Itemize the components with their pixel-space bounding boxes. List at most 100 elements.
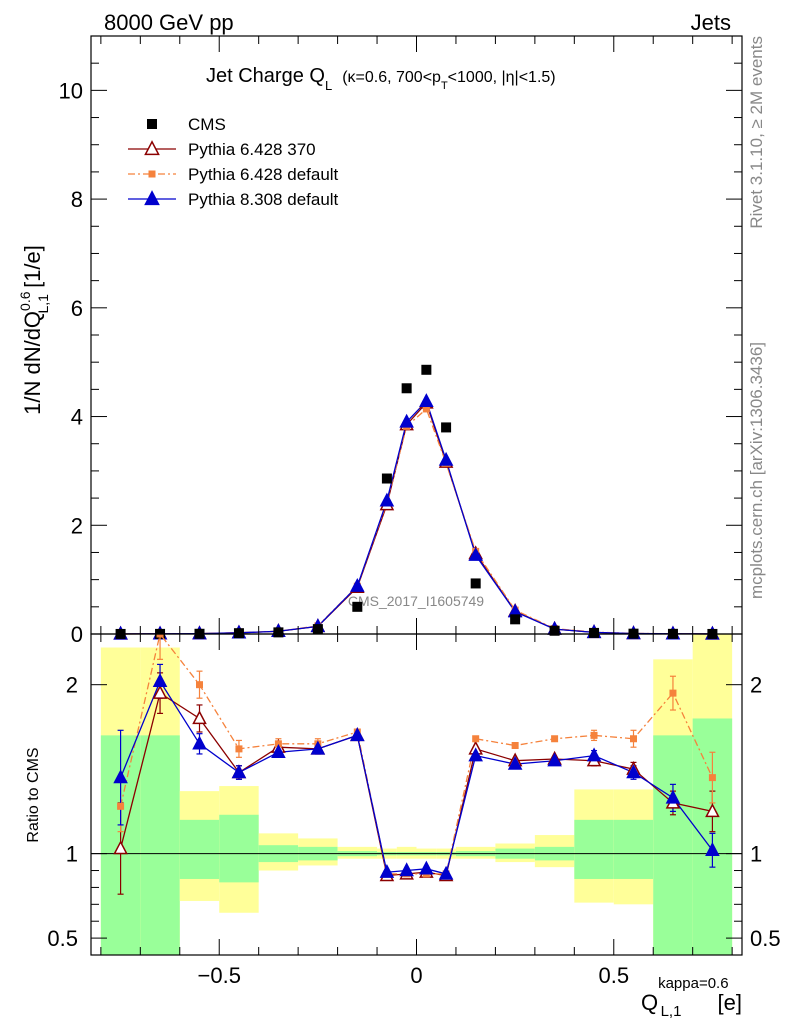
main-series-point: [350, 577, 365, 592]
ratio-series-point: [708, 774, 716, 782]
ratio-series-point: [152, 673, 168, 688]
analysis-watermark: CMS_2017_I1605749: [348, 593, 484, 609]
chart-title: Jet Charge QL (κ=0.6, 700<pT<1000, |η|<1.…: [206, 65, 556, 93]
legend-label: Pythia 6.428 default: [188, 165, 339, 184]
header-right: Jets: [691, 10, 731, 35]
cms-data-point: [549, 625, 560, 636]
cms-data-point: [421, 364, 432, 375]
ratio-series-point: [113, 840, 128, 855]
cms-data-point: [401, 383, 412, 394]
ratio-series-point: [630, 735, 637, 743]
x-tick-label: 0: [410, 963, 422, 988]
main-series-line: [120, 400, 713, 635]
ratio-series-point: [472, 735, 480, 743]
y-tick-label: 6: [71, 296, 83, 321]
main-series-point: [422, 405, 430, 413]
ratio-series-point: [152, 684, 168, 699]
ratio-series-point: [586, 747, 602, 762]
ratio-series-point: [590, 731, 598, 739]
ratio-series-point: [379, 863, 395, 878]
ratio-band-inner: [219, 814, 259, 883]
header-left: 8000 GeV pp: [104, 10, 234, 35]
ratio-y-tick-label: 1: [66, 842, 78, 867]
legend-marker: [144, 190, 160, 206]
ratio-series-line: [119, 692, 713, 877]
x-tick-label: 0.5: [598, 963, 629, 988]
y-axis-title: 1/N dN/dQ0.6 L,1 [1/e]: [17, 245, 51, 415]
axes: −0.5 0 0.5 0 2 4 6 8 10 0.5 0.5 1 1 2 2: [47, 35, 781, 988]
y-tick-label: 2: [71, 513, 83, 538]
ratio-band-inner: [613, 819, 654, 879]
ratio-y-tick-label-right: 0.5: [750, 926, 781, 951]
ratio-panel-marks: [91, 634, 742, 895]
ratio-uncertainty-bands: [100, 634, 733, 955]
cms-data-point: [470, 578, 481, 589]
ratio-series-point: [117, 802, 125, 810]
ratio-series-point: [547, 752, 562, 767]
ratio-series-point: [231, 764, 247, 779]
ratio-series-point: [310, 740, 326, 755]
ratio-series-point: [419, 860, 434, 875]
legend-label: Pythia 6.428 370: [188, 140, 316, 159]
cms-data-point: [589, 627, 600, 638]
ratio-series-point: [156, 634, 164, 638]
ratio-series-point: [235, 745, 243, 753]
mcplots-label: mcplots.cern.ch [arXiv:1306.3436]: [747, 342, 766, 599]
ratio-series-point: [468, 747, 483, 762]
ratio-series-point: [350, 727, 365, 742]
y-tick-label: 8: [71, 187, 83, 212]
ratio-series-point: [626, 764, 641, 779]
x-tick-label: −0.5: [198, 963, 241, 988]
legend-label: CMS: [188, 115, 226, 134]
y-tick-label: 0: [71, 622, 83, 647]
ratio-y-tick-label-right: 1: [750, 842, 762, 867]
ratio-series-point: [113, 769, 128, 784]
ratio-series-point: [669, 689, 677, 697]
cms-data-point: [381, 473, 392, 484]
legend-marker: [148, 170, 156, 178]
y-tick-label: 10: [59, 78, 83, 103]
ratio-band-inner: [653, 735, 693, 955]
legend: CMS Pythia 6.428 370 Pythia 6.428 default P…: [128, 115, 339, 209]
ratio-series-point: [271, 744, 286, 758]
main-series-point: [468, 546, 483, 561]
ratio-band-inner: [574, 819, 614, 879]
ratio-series-point: [705, 842, 720, 856]
cms-data-point: [441, 422, 452, 433]
ratio-y-axis-title: Ratio to CMS: [25, 747, 42, 842]
ratio-series-point: [511, 742, 519, 750]
main-series-point: [399, 413, 414, 428]
ratio-series-line: [119, 679, 713, 875]
ratio-series-group: [113, 634, 720, 895]
ratio-series-point: [274, 740, 282, 748]
ratio-series-point: [438, 865, 454, 880]
main-series-point: [379, 492, 395, 507]
ratio-band-inner: [140, 735, 180, 955]
cms-data-point: [312, 624, 323, 635]
legend-marker: [144, 140, 160, 156]
y-tick-label: 4: [71, 405, 83, 430]
ratio-series-point: [507, 755, 523, 770]
ratio-series-point: [196, 681, 203, 689]
main-series-point: [438, 451, 454, 466]
ratio-series-point: [705, 803, 720, 818]
cms-data-point: [233, 628, 244, 639]
ratio-y-tick-label: 0.5: [47, 926, 78, 951]
x-axis-title: Qkappa=0.6 L,1 [e]: [641, 975, 742, 1020]
ratio-series-point: [551, 735, 559, 743]
ratio-series-point: [399, 862, 414, 877]
ratio-y-tick-label-right: 2: [750, 673, 762, 698]
ratio-series-point: [192, 735, 207, 750]
ratio-series-line: [119, 634, 713, 875]
rivet-label: Rivet 3.1.10, ≥ 2M events: [747, 36, 766, 229]
ratio-series-point: [192, 710, 207, 725]
cms-data-point: [352, 601, 363, 612]
cms-data-point: [273, 627, 284, 638]
legend-marker: [147, 119, 157, 129]
ratio-series-point: [665, 789, 681, 804]
legend-label: Pythia 8.308 default: [188, 190, 339, 209]
main-series-point: [419, 393, 434, 408]
ratio-band-inner: [179, 819, 220, 879]
ratio-y-tick-label: 2: [66, 673, 78, 698]
